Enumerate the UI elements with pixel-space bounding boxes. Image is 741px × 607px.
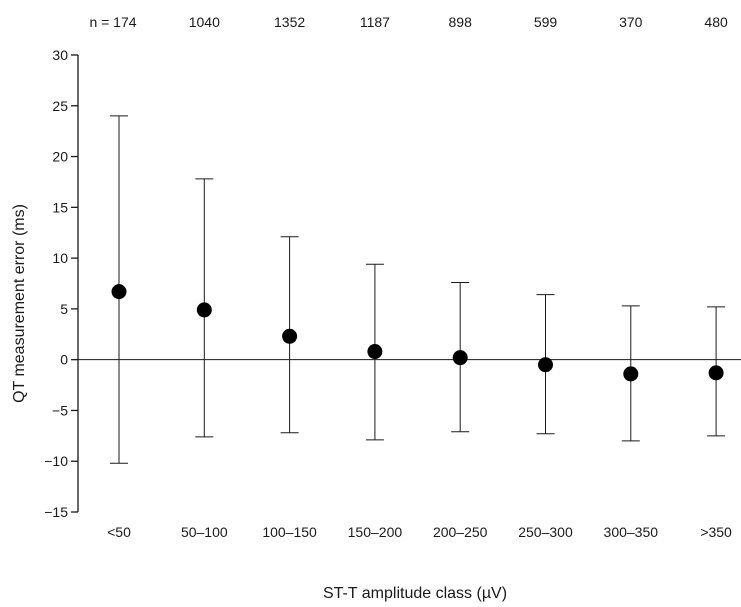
mean-point <box>623 366 639 382</box>
y-tick-label: 25 <box>52 98 68 114</box>
x-tick-labels: <50 50–100 100–150 150–200 200–250 250–300 300… <box>107 524 732 540</box>
x-tick-label: 250–300 <box>518 524 573 540</box>
data-point-group <box>451 281 470 433</box>
x-tick-label: 150–200 <box>348 524 403 540</box>
x-tick-label: 300–350 <box>604 524 659 540</box>
y-axis-title: QT measurement error (ms) <box>11 204 28 403</box>
sample-size-label: 898 <box>449 14 473 30</box>
data-point-group <box>195 178 214 438</box>
y-tick-label: −5 <box>52 402 68 418</box>
x-tick-label: 50–100 <box>181 524 228 540</box>
x-tick-label: 100–150 <box>262 524 317 540</box>
mean-point <box>538 357 553 373</box>
data-point-group <box>110 115 128 464</box>
sample-size-label: 599 <box>534 14 558 30</box>
data-point-group <box>280 236 299 434</box>
sample-size-labels: n = 174 1040 1352 1187 898 599 370 480 <box>89 14 728 30</box>
y-axis: −15 −10 −5 0 5 10 15 20 25 30 <box>44 47 79 520</box>
mean-point <box>367 344 383 360</box>
y-tick-label: 5 <box>60 301 68 317</box>
data-point-group <box>536 294 555 435</box>
x-axis-title: ST-T amplitude class (µV) <box>323 585 507 602</box>
y-tick-label: −10 <box>44 453 68 469</box>
mean-point <box>196 302 212 318</box>
y-tick-label: −15 <box>44 504 68 520</box>
y-tick-label: 10 <box>52 250 68 266</box>
mean-point <box>282 328 298 344</box>
mean-point <box>452 350 468 366</box>
data-point-group <box>365 263 384 441</box>
data-point-group <box>621 305 640 442</box>
x-tick-label: <50 <box>107 524 131 540</box>
y-tick-label: 0 <box>60 352 68 368</box>
x-tick-label: 200–250 <box>433 524 488 540</box>
y-tick-label: 20 <box>52 149 68 165</box>
sample-size-label: n = 174 <box>89 14 136 30</box>
sample-size-label: 1352 <box>274 14 305 30</box>
mean-point <box>708 365 724 381</box>
sample-size-label: 1187 <box>360 14 390 30</box>
sample-size-label: 370 <box>619 14 643 30</box>
sample-size-label: 1040 <box>189 14 220 30</box>
mean-point <box>111 284 127 300</box>
y-tick-label: 15 <box>52 199 68 215</box>
sample-size-label: 480 <box>704 14 728 30</box>
data-point-group <box>707 306 726 437</box>
x-tick-label: >350 <box>700 524 732 540</box>
data-series <box>110 115 726 464</box>
y-tick-label: 30 <box>52 47 68 63</box>
